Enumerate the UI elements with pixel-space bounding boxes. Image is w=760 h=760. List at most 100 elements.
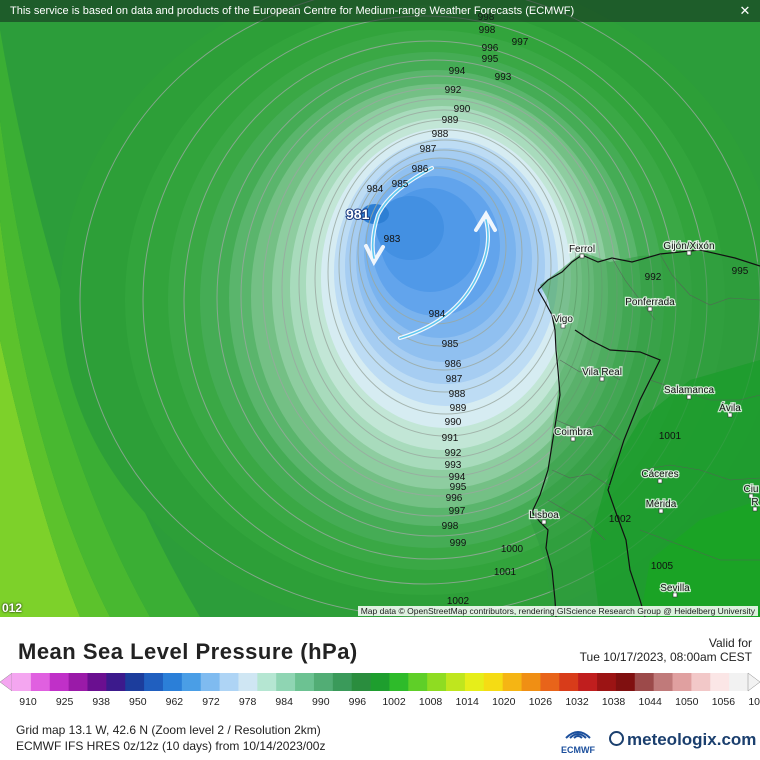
city-label: Sevilla — [660, 583, 690, 594]
ecmwf-logo-icon — [565, 731, 591, 739]
city-dot — [658, 508, 664, 514]
isobar-label: 984 — [367, 184, 384, 195]
scale-tick-label: 1002 — [382, 696, 406, 708]
city-marker[interactable]: R — [750, 496, 760, 512]
ecmwf-notice-text: This service is based on data and produc… — [10, 5, 575, 17]
city-marker[interactable]: Cáceres — [640, 468, 680, 484]
scale-min-arrow — [0, 672, 13, 692]
isobar-label: 997 — [512, 37, 529, 48]
scale-tick-label: 990 — [312, 696, 330, 708]
scale-cell — [502, 673, 522, 691]
city-marker[interactable]: Ponferrada — [624, 296, 676, 312]
city-label: Vigo — [553, 314, 573, 325]
city-marker[interactable]: Coimbra — [553, 426, 594, 442]
scale-tick-label: 1038 — [601, 696, 626, 708]
scale-tick-label: 978 — [238, 696, 257, 708]
city-dot — [560, 323, 566, 329]
isobar-label: 993 — [495, 72, 512, 83]
city-dot — [752, 506, 758, 512]
city-marker[interactable]: Mérida — [644, 498, 678, 514]
scale-cell — [332, 673, 353, 691]
scale-cell — [30, 673, 51, 691]
city-label: Ávila — [719, 401, 741, 414]
scale-cell — [464, 673, 485, 691]
pressure-field: 9989989979969959949939929909899889879869… — [0, 0, 760, 617]
scale-cell — [125, 673, 145, 691]
city-marker[interactable]: Vila Real — [581, 366, 623, 382]
low-center-label: 981 — [346, 206, 370, 222]
scale-cell — [12, 673, 32, 691]
city-dot — [541, 519, 547, 525]
scale-cell — [559, 673, 579, 691]
scale-cell — [408, 673, 428, 691]
city-dot — [727, 412, 733, 418]
isobar-label: 996 — [446, 493, 463, 504]
scale-cell — [653, 673, 673, 691]
isobar-label: 992 — [445, 85, 462, 96]
scale-cell — [351, 673, 371, 691]
scale-tick-label: 950 — [129, 696, 147, 708]
scale-tick-label: 1062 — [748, 696, 760, 708]
scale-cell — [615, 673, 636, 691]
isobar-label: 989 — [442, 115, 459, 126]
isobar-label: 988 — [432, 129, 449, 140]
isobar-label: 997 — [449, 506, 466, 517]
legend-panel: Mean Sea Level Pressure (hPa) Valid for … — [0, 617, 760, 760]
scale-cell — [672, 673, 692, 691]
city-marker[interactable]: Salamanca — [663, 384, 716, 400]
isobar-label: 983 — [384, 234, 401, 245]
city-marker[interactable]: Vigo — [552, 313, 575, 329]
city-label: Gijón/Xixón — [663, 241, 714, 252]
meteologix-brand: meteologix.com — [627, 730, 757, 749]
scale-cell — [389, 673, 409, 691]
city-label: Lisboa — [529, 510, 559, 521]
isobar-label: 992 — [645, 272, 662, 283]
city-marker[interactable]: Gijón/Xixón — [662, 240, 716, 256]
city-marker[interactable]: Ciu — [742, 483, 760, 499]
scale-cell — [87, 673, 107, 691]
scale-cell — [68, 673, 88, 691]
isobar-label: 999 — [450, 538, 467, 549]
isobar-label: 994 — [449, 472, 466, 483]
forecast-map[interactable]: 9989989979969959949939929909899889879869… — [0, 0, 760, 617]
isobar-label: 990 — [445, 417, 462, 428]
scale-tick-label: 1020 — [492, 696, 516, 708]
isobar-label: 998 — [442, 521, 459, 532]
scale-cell — [446, 673, 466, 691]
isobar-label: 995 — [732, 266, 749, 277]
map-title: Mean Sea Level Pressure (hPa) — [18, 639, 358, 664]
scale-cell — [49, 673, 70, 691]
isobar-label: 986 — [445, 359, 462, 370]
city-marker[interactable]: Ávila — [718, 400, 743, 418]
scale-tick-label: 925 — [55, 696, 74, 708]
scale-cell — [483, 673, 504, 691]
scale-cell — [370, 673, 390, 691]
isobar-label: 985 — [392, 179, 409, 190]
city-marker[interactable]: Sevilla — [659, 582, 691, 598]
city-marker[interactable]: Ferrol — [568, 243, 596, 259]
scale-tick-label: 984 — [275, 696, 293, 708]
scale-tick-label: 910 — [19, 696, 37, 708]
city-label: Ferrol — [569, 244, 595, 255]
scale-tick-label: 1044 — [638, 696, 662, 708]
close-icon[interactable]: ✕ — [739, 3, 751, 18]
meteologix-logo[interactable]: meteologix.com — [609, 730, 756, 750]
city-dot — [686, 394, 692, 400]
scale-cell — [238, 673, 258, 691]
city-label: Vila Real — [582, 367, 622, 378]
city-marker[interactable]: Lisboa — [528, 509, 560, 525]
forecast-step-label: 012 — [2, 601, 23, 615]
scale-tick-label: 972 — [202, 696, 220, 708]
color-scale-ticks: 910 925 938 950 962 972 978 984 990 996 1002 1008 10… — [10, 696, 760, 710]
scale-cell — [691, 673, 711, 691]
isobar-label: 1002 — [609, 514, 632, 525]
isobar-label: 998 — [479, 25, 496, 36]
isobar-label: 1000 — [501, 544, 524, 555]
isobar-label: 985 — [442, 339, 459, 350]
city-label: Salamanca — [664, 385, 714, 396]
city-dot — [579, 253, 585, 259]
scale-cell — [295, 673, 315, 691]
meteologix-logo-icon — [609, 731, 624, 746]
isobar-label: 995 — [482, 54, 499, 65]
city-dot — [748, 493, 754, 499]
